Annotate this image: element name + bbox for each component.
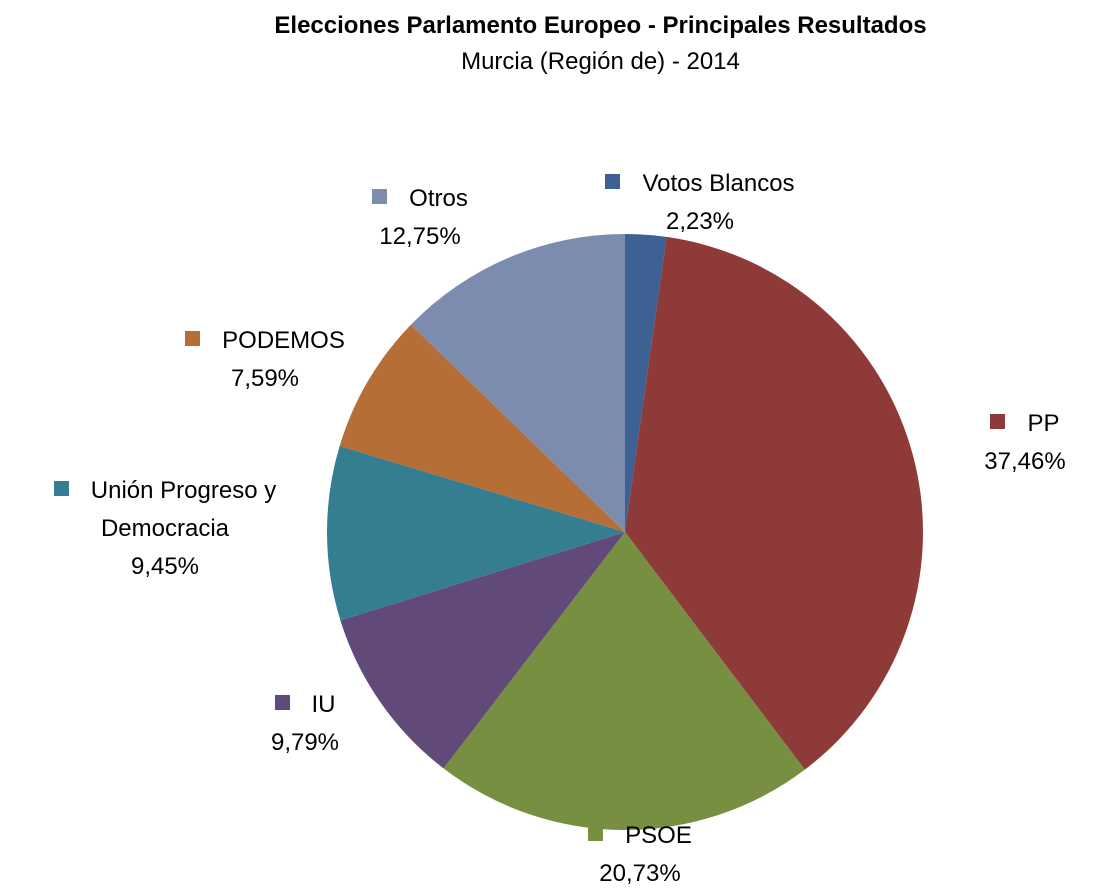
data-label: Votos Blancos 2,23%: [565, 165, 835, 241]
value-label: 9,79%: [270, 729, 340, 756]
category-label: Votos Blancos: [642, 170, 795, 197]
legend-entry: IU: [220, 686, 390, 724]
legend-key: [605, 174, 621, 189]
legend-key: [372, 189, 388, 204]
pie-slice: [326, 445, 625, 621]
legend-key: [274, 695, 290, 710]
chart-title: Elecciones Parlamento Europeo - Principa…: [274, 12, 927, 39]
value-label: 20,73%: [599, 860, 681, 887]
data-label: PP 37,46%: [950, 405, 1100, 481]
data-label: Otros 12,75%: [340, 180, 500, 256]
data-label: PSOE 20,73%: [545, 817, 735, 892]
value-label: 37,46%: [984, 448, 1066, 475]
legend-entry: Votos Blancos: [565, 165, 835, 203]
category-label: Otros: [409, 185, 468, 212]
data-label: PODEMOS 7,59%: [140, 322, 390, 398]
category-label: Unión Progreso y Democracia: [90, 477, 277, 542]
pie-slice: [443, 532, 805, 830]
legend-entry: Unión Progreso y Democracia: [15, 472, 315, 548]
pie-slice: [340, 532, 625, 769]
legend-entry: PODEMOS: [140, 322, 390, 360]
data-label: IU 9,79%: [220, 686, 390, 762]
pie-slice: [410, 234, 625, 532]
category-label: PP: [1027, 410, 1060, 437]
value-label: 7,59%: [230, 365, 300, 392]
category-label: PSOE: [625, 822, 692, 849]
legend-entry: PP: [950, 405, 1100, 443]
pie-slice: [625, 236, 923, 770]
value-label: 12,75%: [379, 223, 461, 250]
legend-entry: Otros: [340, 180, 500, 218]
chart-subtitle: Murcia (Región de) - 2014: [461, 48, 740, 75]
category-label: IU: [311, 691, 336, 718]
data-label: Unión Progreso y Democracia 9,45%: [15, 472, 315, 586]
legend-key: [185, 331, 201, 346]
value-label: 2,23%: [665, 208, 735, 235]
legend-key: [53, 481, 69, 496]
category-label: PODEMOS: [222, 327, 345, 354]
pie-slice: [339, 324, 625, 532]
legend-entry: PSOE: [545, 817, 735, 855]
legend-key: [990, 414, 1006, 429]
legend-key: [588, 826, 604, 841]
pie-slice: [625, 234, 667, 532]
value-label: 9,45%: [130, 553, 200, 580]
